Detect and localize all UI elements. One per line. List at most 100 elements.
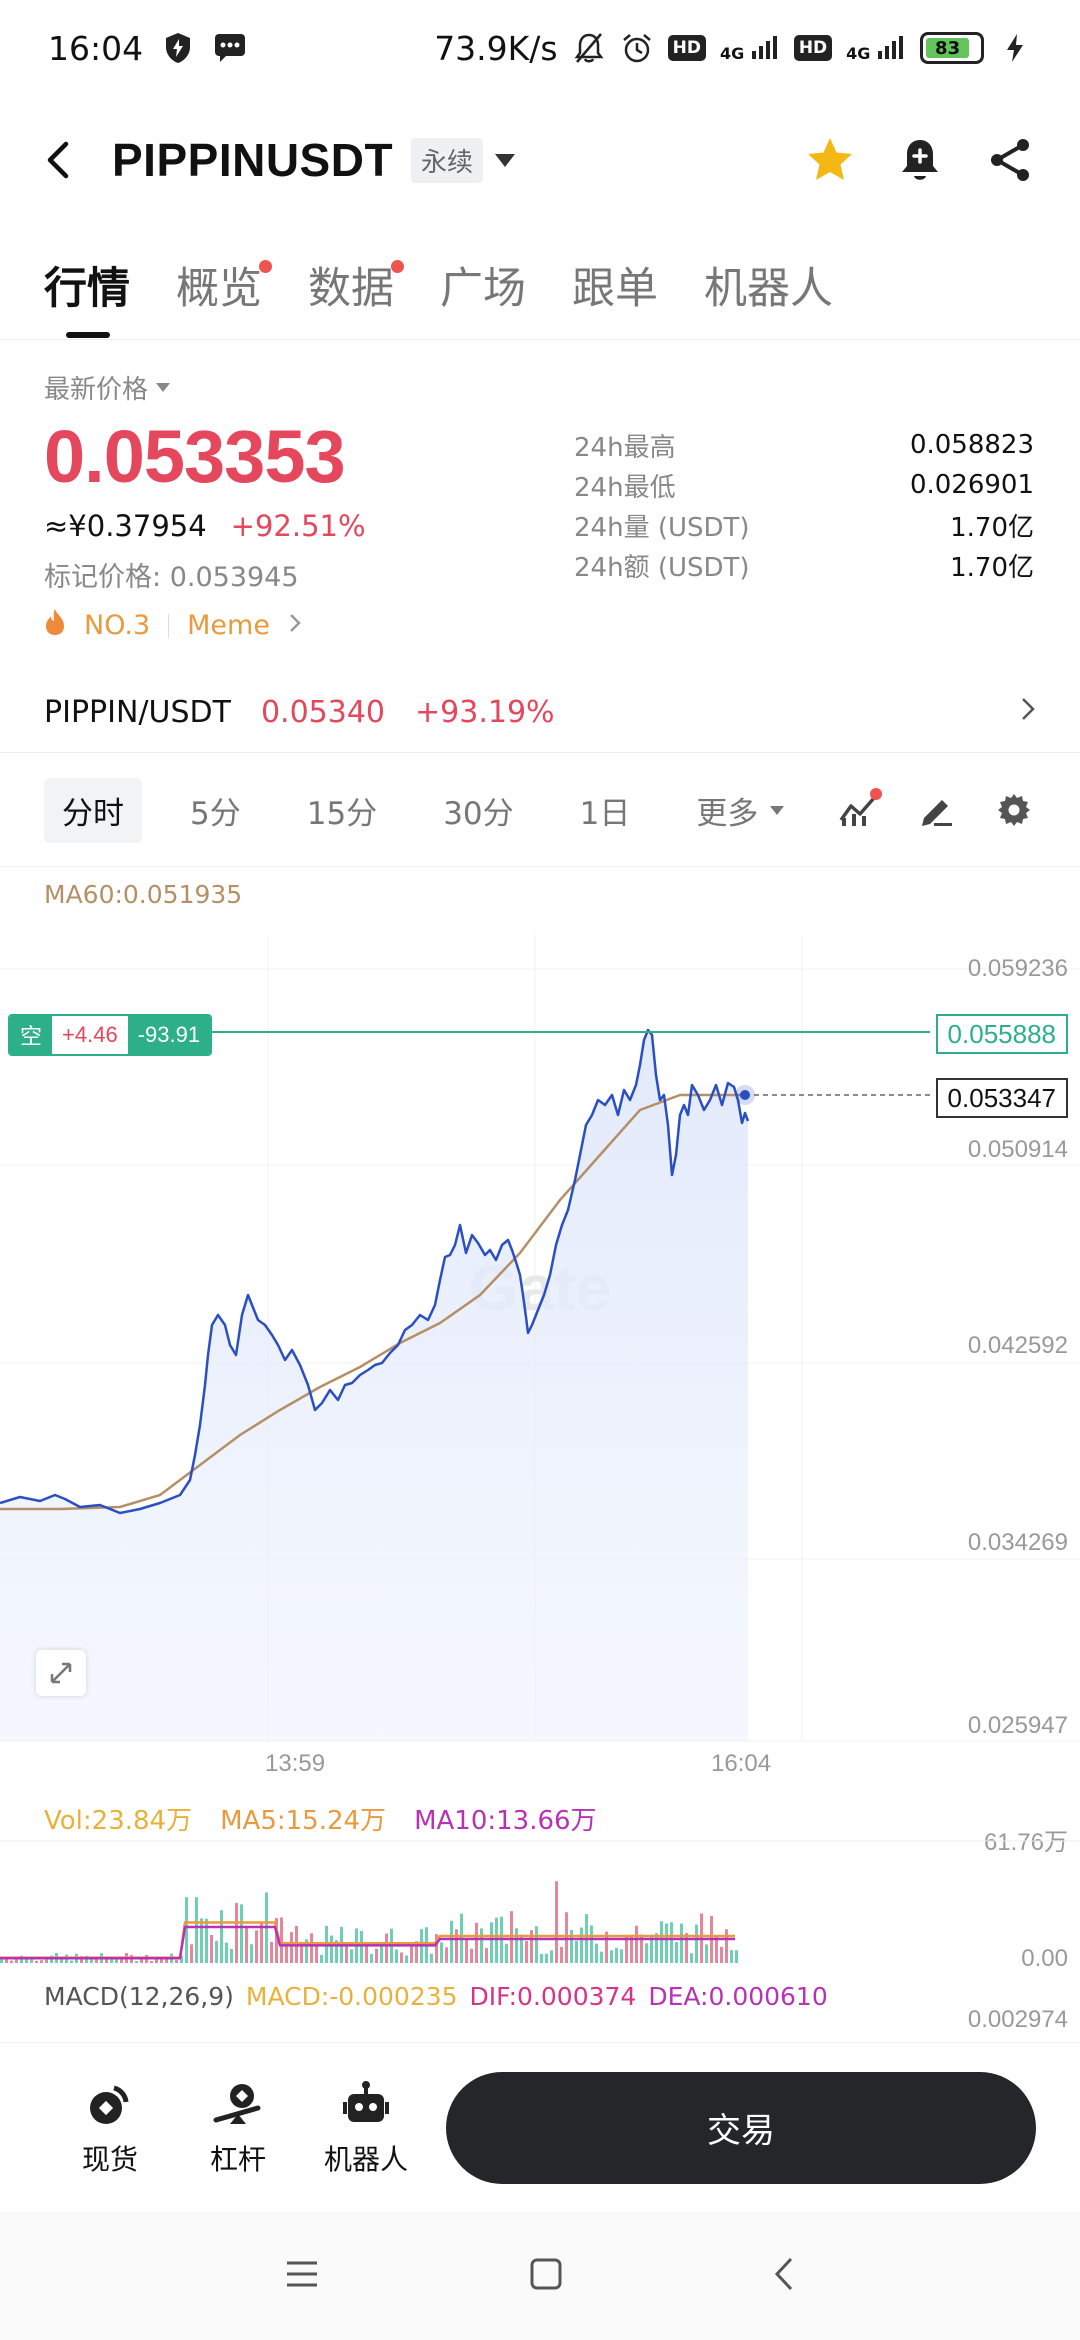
timeframe-time-share[interactable]: 分时 (44, 777, 142, 843)
volume-bar (185, 1897, 188, 1963)
timeframe-1d[interactable]: 1日 (579, 795, 631, 832)
volume-bar (95, 1957, 98, 1963)
indicator-icon[interactable] (836, 788, 882, 832)
volume-bar (305, 1939, 308, 1963)
volume-y-bottom: 0.00 (1021, 1945, 1068, 1972)
spot-nav-button[interactable]: 现货 (60, 2078, 160, 2178)
robot-nav-button[interactable]: 机器人 (316, 2078, 416, 2178)
volume-bar (485, 1948, 488, 1963)
volume-bar (635, 1925, 638, 1963)
volume-bar (670, 1922, 673, 1963)
volume-bar (620, 1949, 623, 1963)
volume-bar (205, 1918, 208, 1963)
volume-bar (110, 1957, 113, 1963)
menu-icon[interactable] (285, 2260, 319, 2292)
volume-bar (625, 1936, 628, 1963)
spot-pair-name: PIPPIN/USDT (44, 694, 231, 730)
volume-bar (180, 1955, 183, 1963)
volume-bar (290, 1932, 293, 1963)
vol-value: Vol:23.84万 (44, 1806, 193, 1836)
volume-bar (155, 1957, 158, 1963)
volume-bar (280, 1917, 283, 1963)
volume-bar (455, 1929, 458, 1963)
position-tag[interactable]: 空 +4.46 -93.91 (8, 1014, 213, 1056)
back-button[interactable] (44, 130, 84, 190)
net-speed: 73.9K/s (434, 28, 558, 68)
alarm-icon (620, 31, 654, 65)
ma60-legend: MA60:0.051935 (44, 880, 243, 909)
favorite-star-icon[interactable] (804, 134, 856, 186)
volume-bar (350, 1949, 353, 1963)
volume-bar (0, 1957, 3, 1963)
tab-copy-trading[interactable]: 跟单 (572, 264, 658, 314)
spot-pair-change: +93.19% (415, 694, 555, 730)
volume-bar (395, 1949, 398, 1963)
symbol-dropdown-icon[interactable] (495, 153, 516, 167)
share-icon[interactable] (984, 134, 1036, 186)
volume-bar (230, 1948, 233, 1963)
spot-icon (84, 2078, 136, 2130)
volume-bar (570, 1930, 573, 1963)
volume-bar (245, 1926, 248, 1963)
volume-legend: Vol:23.84万 MA5:15.24万 MA10:13.66万 (44, 1800, 597, 1837)
tab-overview[interactable]: 概览 (176, 240, 272, 340)
tab-square[interactable]: 广场 (440, 264, 526, 314)
volume-bar (465, 1939, 468, 1963)
mark-price: 标记价格: 0.053945 (44, 562, 299, 593)
latest-price: 0.053353 (44, 415, 346, 498)
tab-market[interactable]: 行情 (44, 240, 130, 340)
leverage-nav-button[interactable]: 杠杆 (188, 2078, 288, 2178)
volume-bar (415, 1941, 418, 1963)
expand-chart-button[interactable] (36, 1650, 86, 1696)
timeframe-more[interactable]: 更多 (678, 778, 802, 843)
system-navigation-bar (0, 2212, 1080, 2340)
trade-button[interactable]: 交易 (446, 2071, 1036, 2184)
app-header: PIPPINUSDT 永续 (0, 110, 1080, 210)
spot-pair-price: 0.05340 (260, 694, 386, 730)
24h-stats: 24h最高 0.058823 24h最低 0.026901 24h量 (USDT) 1… (574, 425, 1034, 585)
macd-name: MACD(12,26,9) (44, 1982, 234, 2011)
notification-dot (870, 788, 882, 800)
volume-bar (370, 1953, 373, 1963)
symbol-title[interactable]: PIPPINUSDT (112, 134, 394, 186)
volume-bar (235, 1902, 238, 1963)
draw-pen-icon[interactable] (914, 788, 958, 832)
y-axis-label: 0.034269 (967, 1529, 1068, 1556)
spot-pair-row[interactable]: PIPPIN/USDT 0.05340 +93.19% (0, 675, 1080, 749)
tab-data[interactable]: 数据 (308, 240, 404, 340)
timeframe-15m[interactable]: 15分 (306, 795, 378, 832)
volume-bar (605, 1931, 608, 1963)
rank-label: NO.3 (84, 610, 151, 641)
price-alert-bell-icon[interactable] (894, 134, 946, 186)
rank-row[interactable]: NO.3 Meme (44, 608, 1036, 643)
mute-bell-icon (572, 31, 606, 65)
signal-icon: 4G (720, 35, 780, 62)
volume-chart[interactable] (0, 1840, 1080, 1965)
chart-settings-gear-icon[interactable] (992, 788, 1036, 832)
volume-bar (105, 1957, 108, 1963)
macd-dif: DIF:0.000374 (469, 1982, 637, 2011)
volume-bar (250, 1944, 253, 1963)
volume-bar (675, 1942, 678, 1963)
tab-bots[interactable]: 机器人 (704, 264, 833, 314)
latest-price-selector[interactable]: 最新价格 (44, 369, 1036, 406)
volume-bar (5, 1959, 8, 1963)
volume-bar (375, 1948, 378, 1963)
volume-bar (735, 1950, 738, 1963)
chevron-right-icon (1020, 695, 1036, 730)
volume-bar (720, 1946, 723, 1963)
volume-bar (10, 1960, 13, 1963)
volume-bar (680, 1923, 683, 1963)
timeframe-5m[interactable]: 5分 (190, 795, 241, 832)
volume-bar (175, 1959, 178, 1963)
volume-bar (655, 1933, 658, 1963)
home-square-icon[interactable] (529, 2257, 563, 2295)
price-chart[interactable]: Gate (0, 935, 1080, 1745)
volume-bar (690, 1953, 693, 1963)
volume-bar (685, 1933, 688, 1963)
back-triangle-icon[interactable] (773, 2256, 795, 2296)
timeframe-30m[interactable]: 30分 (443, 795, 514, 832)
volume-bar (645, 1943, 648, 1963)
volume-bar (270, 1941, 273, 1963)
volume-bar (590, 1925, 593, 1963)
